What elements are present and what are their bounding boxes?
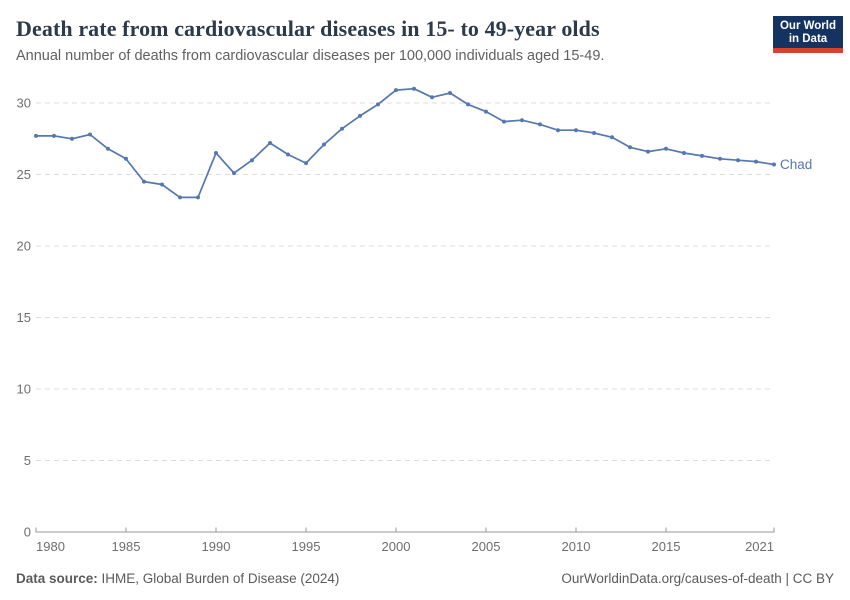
data-point-marker: [502, 119, 506, 124]
data-point-marker: [556, 128, 560, 133]
x-axis-tick-label: 2015: [652, 539, 681, 554]
data-point-marker: [178, 195, 182, 200]
y-axis-tick-label: 0: [24, 525, 31, 540]
owid-logo: Our World in Data: [773, 16, 843, 53]
data-point-marker: [592, 131, 596, 135]
data-point-marker: [124, 156, 128, 161]
x-axis-tick-label: 2000: [382, 539, 411, 554]
data-point-marker: [754, 159, 758, 164]
page-title: Death rate from cardiovascular diseases …: [16, 16, 600, 41]
data-point-marker: [628, 145, 632, 150]
data-point-marker: [70, 136, 74, 141]
data-point-marker: [646, 149, 650, 154]
y-axis-tick-label: 20: [17, 239, 31, 254]
license-note: OurWorldinData.org/causes-of-death | CC …: [561, 571, 834, 586]
data-point-marker: [718, 156, 722, 161]
data-point-marker: [484, 109, 488, 114]
data-point-marker: [394, 88, 398, 93]
data-source-label: Data source:: [16, 571, 98, 586]
y-axis-tick-label: 10: [17, 382, 31, 397]
data-point-marker: [376, 102, 380, 107]
data-source-text: IHME, Global Burden of Disease (2024): [97, 571, 340, 586]
data-point-marker: [682, 151, 686, 155]
chart-footer: Data source: IHME, Global Burden of Dise…: [16, 571, 834, 586]
data-point-marker: [664, 146, 668, 151]
x-axis-tick-label: 2005: [472, 539, 501, 554]
data-source-note: Data source: IHME, Global Burden of Dise…: [16, 571, 339, 586]
series-entity-label: Chad: [780, 157, 812, 172]
data-point-marker: [268, 141, 272, 145]
data-point-marker: [772, 162, 776, 167]
data-point-marker: [466, 102, 470, 107]
x-axis-tick-label: 1980: [36, 539, 65, 554]
data-point-marker: [214, 151, 218, 155]
x-axis-tick-label: 2010: [562, 539, 591, 554]
data-point-marker: [232, 171, 236, 176]
data-point-marker: [538, 122, 542, 127]
y-axis-tick-label: 5: [24, 453, 31, 468]
data-point-marker: [142, 179, 146, 184]
x-axis-tick-label: 1995: [292, 539, 321, 554]
y-axis-tick-label: 25: [17, 167, 31, 182]
data-point-marker: [520, 118, 524, 123]
data-point-marker: [196, 195, 200, 200]
data-point-marker: [412, 86, 416, 91]
data-point-marker: [52, 133, 56, 138]
data-point-marker: [358, 113, 362, 118]
data-point-marker: [88, 132, 92, 137]
x-axis-tick-label: 1985: [112, 539, 141, 554]
data-point-marker: [250, 158, 254, 163]
y-axis-tick-label: 15: [17, 310, 31, 325]
chart-header: Death rate from cardiovascular diseases …: [16, 15, 756, 65]
x-axis-tick-label: 2021: [745, 539, 774, 554]
data-point-marker: [736, 158, 740, 163]
data-point-marker: [700, 153, 704, 158]
data-point-marker: [610, 135, 614, 140]
data-point-marker: [340, 126, 344, 131]
data-point-marker: [304, 161, 308, 166]
data-point-marker: [160, 182, 164, 187]
data-point-marker: [430, 95, 434, 100]
x-axis-tick-label: 1990: [202, 539, 231, 554]
data-point-marker: [448, 91, 452, 95]
data-point-marker: [106, 146, 110, 151]
series-line: [35, 87, 775, 199]
data-point-marker: [286, 152, 290, 157]
owid-logo-line2: in Data: [788, 32, 828, 45]
owid-logo-line1: Our World: [779, 20, 836, 32]
data-point-marker: [322, 142, 326, 147]
chart-subtitle: Annual number of deaths from cardiovascu…: [16, 48, 605, 64]
data-point-marker: [34, 133, 38, 138]
data-point-marker: [574, 128, 578, 133]
y-axis-tick-label: 30: [17, 96, 31, 111]
